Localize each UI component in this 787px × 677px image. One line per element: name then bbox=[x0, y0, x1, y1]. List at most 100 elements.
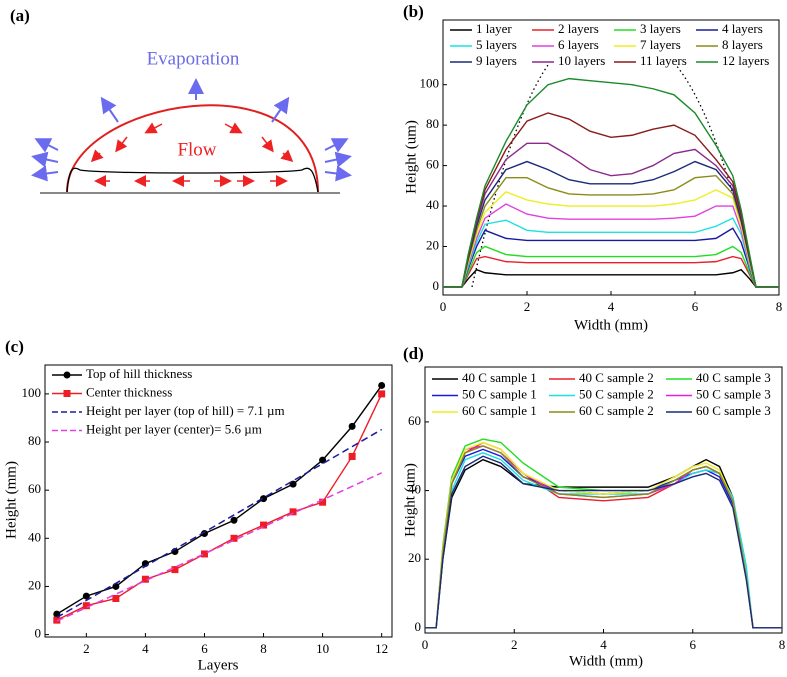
series-line bbox=[425, 445, 782, 629]
point bbox=[378, 390, 386, 398]
x-tick-label: 6 bbox=[692, 299, 699, 314]
y-axis-label: Height (um) bbox=[402, 463, 418, 537]
series-line bbox=[425, 458, 782, 629]
y-tick-label: 80 bbox=[28, 433, 41, 448]
point bbox=[260, 495, 268, 503]
x-tick-label: 4 bbox=[142, 641, 149, 656]
legend-label: 60 C sample 2 bbox=[579, 403, 654, 418]
y-axis-label: Height (um) bbox=[403, 120, 419, 194]
legend-label: 5 layers bbox=[476, 37, 517, 52]
legend-marker bbox=[63, 390, 71, 397]
series-line bbox=[425, 438, 782, 629]
x-tick-label: 6 bbox=[201, 641, 208, 656]
y-tick-label: 0 bbox=[433, 278, 440, 293]
panel-label: (d) bbox=[403, 344, 424, 363]
y-tick-label: 0 bbox=[35, 626, 42, 641]
film bbox=[66, 167, 319, 193]
y-tick-label: 40 bbox=[28, 529, 41, 544]
x-tick-label: 8 bbox=[779, 637, 786, 652]
point bbox=[378, 381, 386, 389]
point bbox=[230, 516, 238, 524]
chart: (b)Width (mm)Height (um)0 2 4 6 802040608010… bbox=[403, 2, 782, 334]
legend-label: 60 C sample 3 bbox=[696, 403, 771, 418]
series-line bbox=[443, 142, 779, 288]
x-tick-label: 4 bbox=[600, 637, 607, 652]
y-tick-label: 60 bbox=[426, 157, 439, 172]
series-line bbox=[443, 268, 779, 288]
series-line bbox=[425, 441, 782, 629]
y-tick-label: 80 bbox=[426, 116, 439, 131]
x-tick-label: 12 bbox=[375, 641, 388, 656]
point bbox=[141, 575, 149, 583]
x-axis-label: Width (mm) bbox=[574, 317, 648, 333]
y-tick-label: 100 bbox=[22, 385, 42, 400]
series-line bbox=[443, 189, 779, 288]
legend-label: Height per layer (center)= 5.6 µm bbox=[86, 421, 262, 436]
point bbox=[348, 422, 356, 430]
legend-label: 50 C sample 3 bbox=[696, 386, 771, 401]
series-line bbox=[443, 203, 779, 288]
y-tick-label: 20 bbox=[426, 237, 439, 252]
series-line bbox=[443, 77, 779, 288]
series-line bbox=[56, 385, 383, 615]
x-tick-label: 0 bbox=[440, 299, 447, 314]
panel-label: (a) bbox=[10, 6, 30, 25]
series-line bbox=[443, 174, 779, 288]
x-tick-label: 2 bbox=[511, 637, 518, 652]
legend-label: 40 C sample 3 bbox=[696, 370, 771, 385]
flow-label: Flow bbox=[177, 139, 216, 160]
y-tick-label: 100 bbox=[420, 76, 440, 91]
y-tick-label: 0 bbox=[415, 619, 422, 634]
x-tick-label: 0 bbox=[422, 637, 429, 652]
legend-label: 8 layers bbox=[722, 37, 763, 52]
flow-arrows bbox=[90, 122, 294, 187]
y-tick-label: 40 bbox=[408, 482, 421, 497]
series-line bbox=[56, 393, 383, 621]
legend-label: 50 C sample 1 bbox=[462, 386, 537, 401]
point bbox=[289, 508, 297, 516]
series-line bbox=[443, 112, 779, 288]
legend-label: Top of hill thickness bbox=[86, 366, 192, 381]
legend-label: 11 layers bbox=[640, 53, 687, 68]
x-axis-label: Layers bbox=[198, 657, 239, 673]
series-line bbox=[425, 445, 782, 629]
series-line bbox=[56, 472, 382, 622]
legend-label: Center thickness bbox=[86, 384, 172, 399]
x-tick-label: 6 bbox=[690, 637, 697, 652]
point bbox=[82, 592, 90, 600]
series-line bbox=[443, 160, 779, 288]
y-axis-label: Height (mm) bbox=[3, 461, 19, 539]
x-tick-label: 2 bbox=[524, 299, 531, 314]
series-line bbox=[425, 448, 782, 629]
series-line bbox=[443, 255, 779, 288]
point bbox=[200, 550, 208, 558]
point bbox=[319, 498, 327, 506]
legend-label: 12 layers bbox=[722, 53, 769, 68]
y-tick-label: 60 bbox=[408, 413, 421, 428]
series-line bbox=[443, 227, 779, 288]
point bbox=[53, 616, 61, 624]
y-tick-label: 60 bbox=[28, 481, 41, 496]
series-line bbox=[425, 455, 782, 629]
legend-label: 60 C sample 1 bbox=[462, 403, 537, 418]
series-line bbox=[425, 452, 782, 629]
legend-label: 40 C sample 2 bbox=[579, 370, 654, 385]
panel-label: (c) bbox=[5, 337, 24, 356]
y-tick-label: 20 bbox=[408, 550, 421, 565]
legend-label: 50 C sample 2 bbox=[579, 386, 654, 401]
legend-label: 3 layers bbox=[640, 21, 681, 36]
diagram: (a) Evaporation Flow bbox=[10, 6, 352, 194]
x-tick-label: 4 bbox=[608, 299, 615, 314]
legend-label: 9 layers bbox=[476, 53, 517, 68]
legend-label: 2 layers bbox=[558, 21, 599, 36]
x-tick-label: 2 bbox=[83, 641, 90, 656]
evaporation-label: Evaporation bbox=[147, 48, 240, 69]
x-tick-label: 10 bbox=[316, 641, 329, 656]
y-tick-label: 20 bbox=[28, 577, 41, 592]
legend-label: 4 layers bbox=[722, 21, 763, 36]
chart: (c) Layers Height (mm) 2 4 6 8 10 12 0 20 40 60 80 100… bbox=[3, 337, 393, 673]
evaporation-arrows bbox=[31, 78, 352, 182]
legend-label: 40 C sample 1 bbox=[462, 370, 537, 385]
x-tick-label: 8 bbox=[776, 299, 783, 314]
